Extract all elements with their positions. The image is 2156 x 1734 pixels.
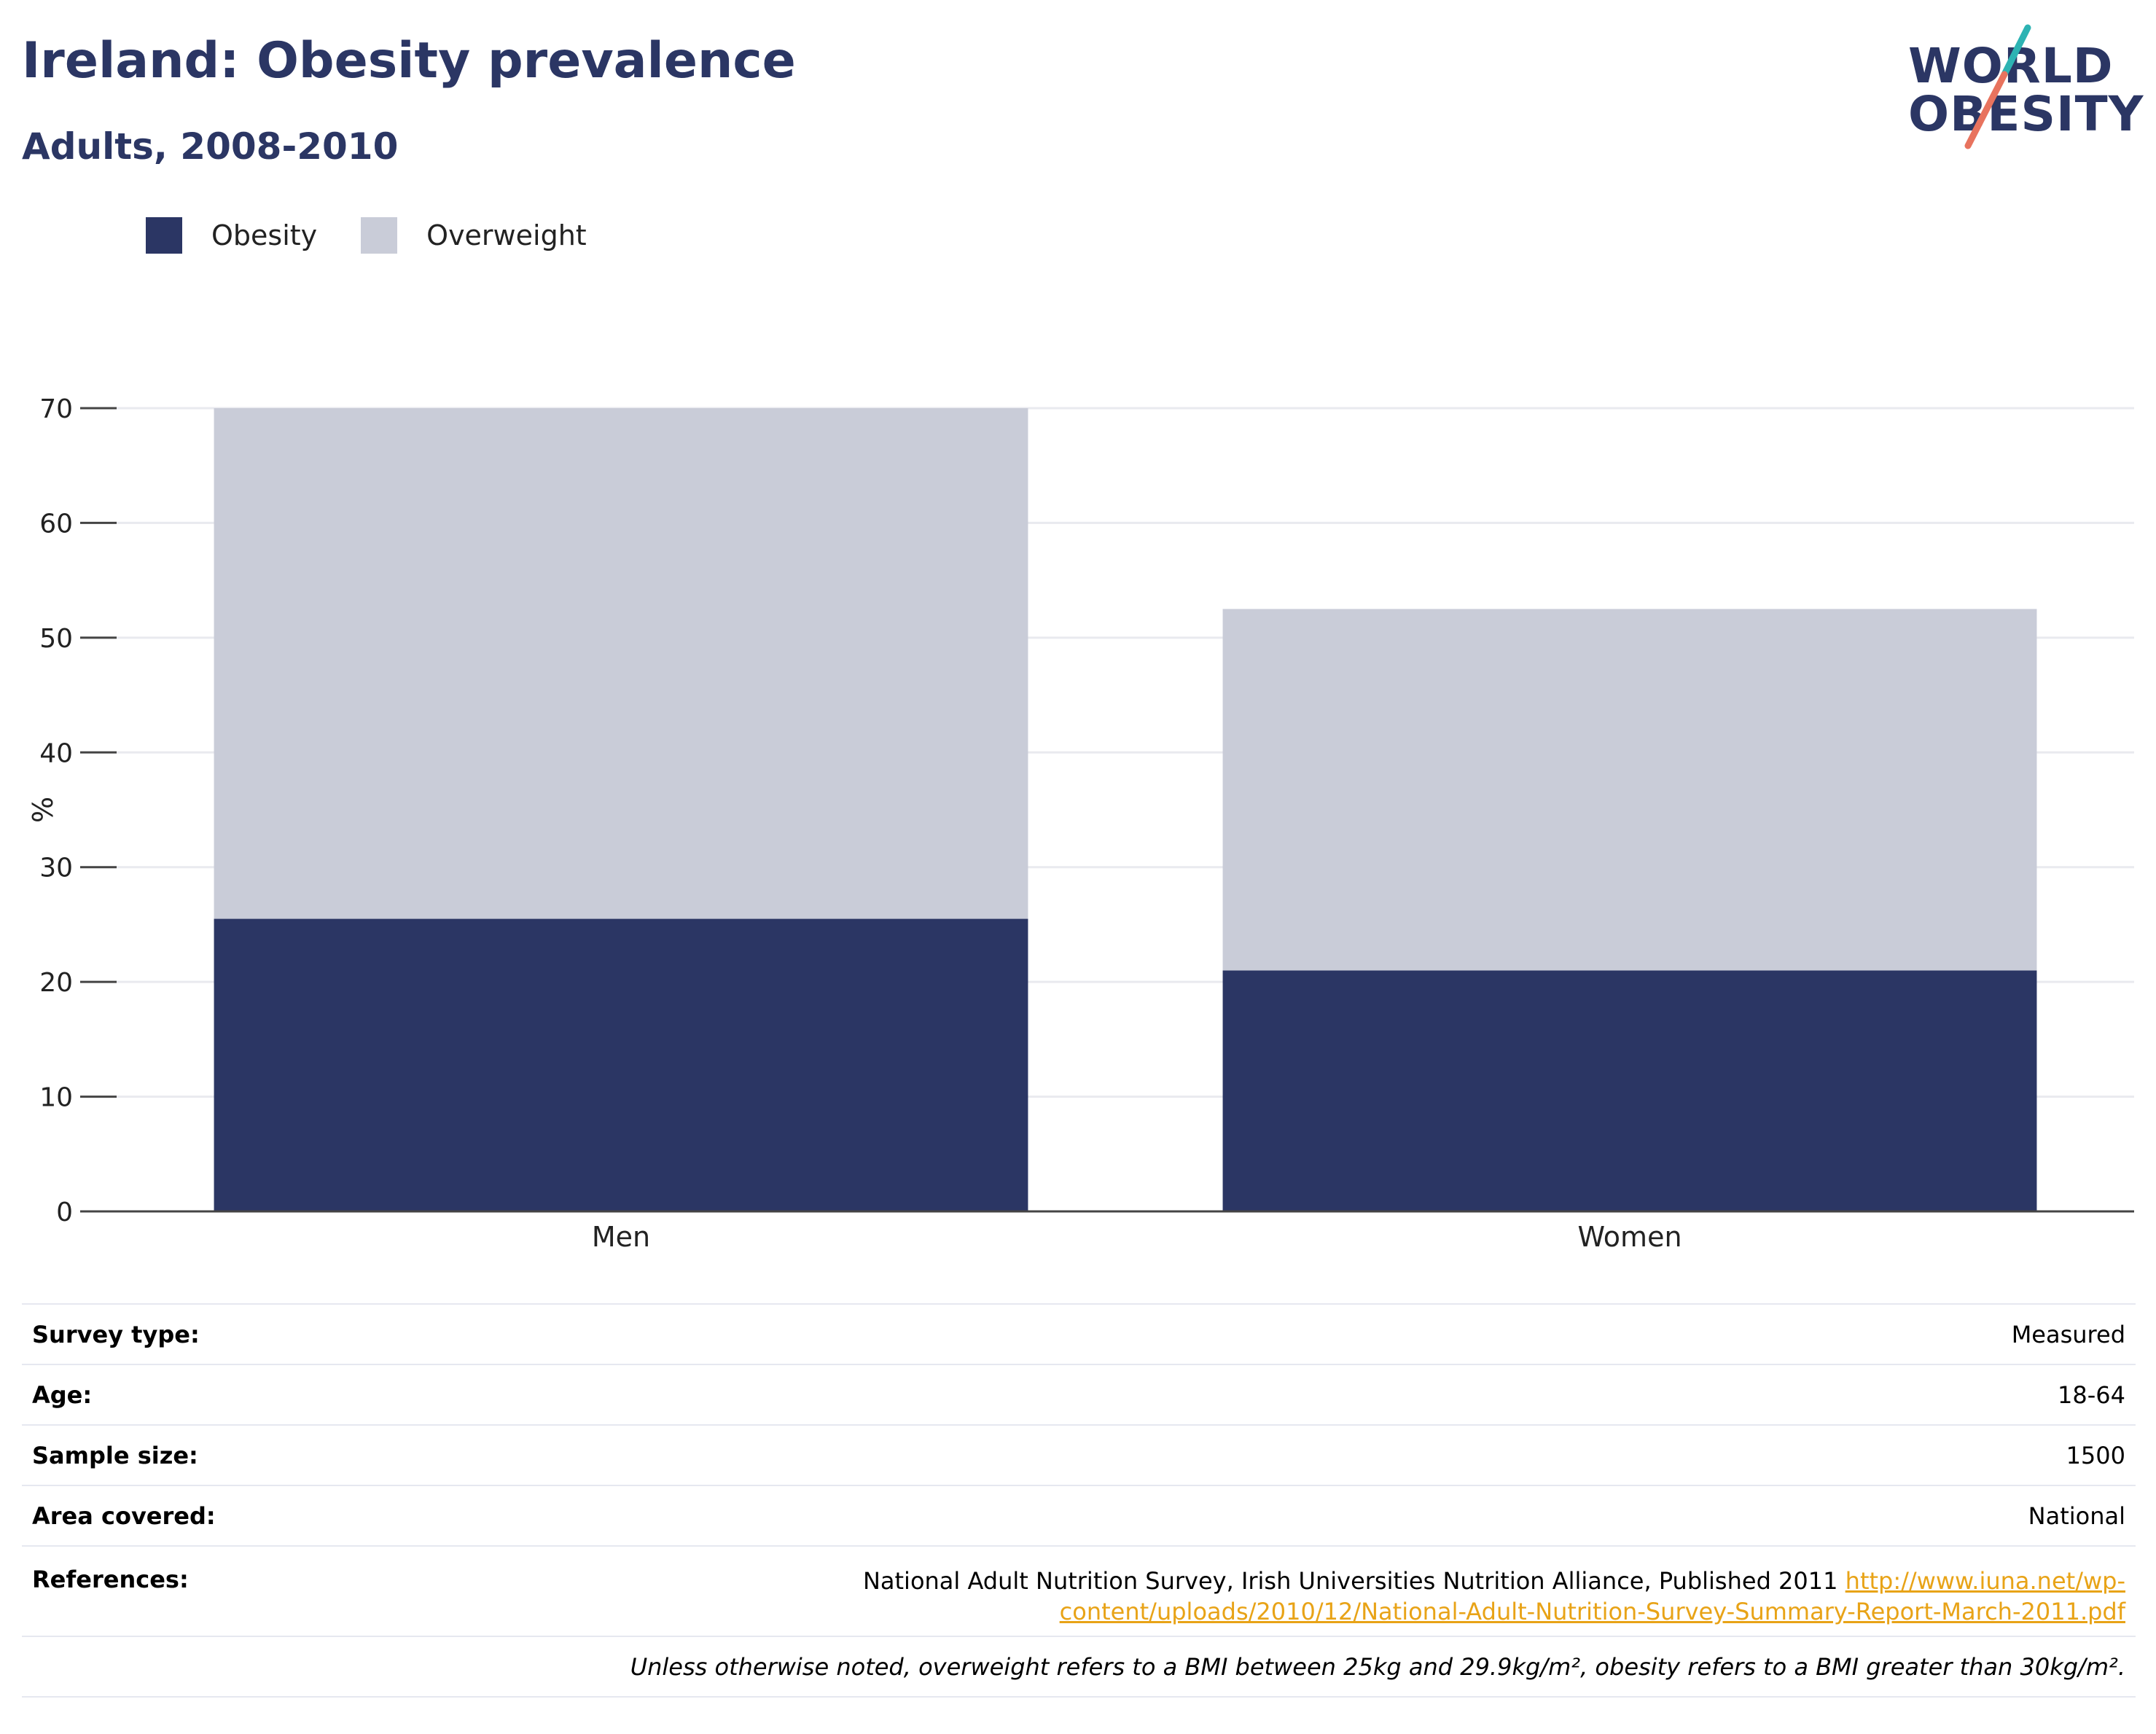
y-tick-label: 40 — [39, 738, 73, 768]
y-tick-label: 0 — [56, 1198, 73, 1227]
y-tick-label: 30 — [39, 854, 73, 883]
info-row-area: Area covered: National — [22, 1485, 2136, 1545]
survey-info-table: Survey type: Measured Age: 18-64 Sample … — [22, 1303, 2136, 1698]
logo-slash-icon — [1964, 24, 2031, 149]
bar-overweight-women — [1222, 609, 2037, 971]
bar-overweight-men — [214, 408, 1028, 919]
y-tick-label: 20 — [39, 968, 73, 998]
info-row-sample-size: Sample size: 1500 — [22, 1424, 2136, 1485]
bmi-definition-note: Unless otherwise noted, overweight refer… — [22, 1636, 2136, 1698]
references-link-part2[interactable]: content/uploads/2010/12/National-Adult-N… — [1059, 1598, 2125, 1625]
legend-label-overweight: Overweight — [426, 219, 587, 251]
y-tick-label: 50 — [39, 624, 73, 654]
info-row-age: Age: 18-64 — [22, 1364, 2136, 1424]
bar-obesity-men — [214, 918, 1028, 1211]
references-link-part1[interactable]: http://www.iuna.net/wp- — [1845, 1567, 2125, 1595]
age-label: Age: — [32, 1380, 93, 1409]
age-value: 18-64 — [2058, 1380, 2125, 1409]
chart-title: Ireland: Obesity prevalence — [22, 32, 796, 90]
info-row-references: References: National Adult Nutrition Sur… — [22, 1545, 2136, 1636]
world-obesity-logo: WORLD OBESITY — [1895, 22, 2143, 153]
legend-label-obesity: Obesity — [211, 219, 318, 251]
survey-type-value: Measured — [2011, 1320, 2125, 1348]
y-tick-label: 70 — [39, 394, 73, 424]
sample-size-value: 1500 — [2066, 1441, 2125, 1469]
references-value: National Adult Nutrition Survey, Irish U… — [863, 1566, 2125, 1627]
y-tick-label: 10 — [39, 1083, 73, 1113]
x-tick-label: Men — [592, 1221, 650, 1253]
legend-swatch-obesity — [146, 217, 182, 254]
legend-swatch-overweight — [361, 217, 398, 254]
references-label: References: — [32, 1566, 189, 1593]
survey-type-label: Survey type: — [32, 1320, 200, 1348]
stacked-bar-chart: 0 10 20 30 40 50 60 70% Men Women — [27, 394, 2134, 1253]
y-axis-label: % — [27, 797, 59, 823]
area-label: Area covered: — [32, 1501, 216, 1530]
bar-obesity-women — [1222, 970, 2037, 1211]
chart-legend: Obesity Overweight — [146, 217, 630, 254]
area-value: National — [2028, 1501, 2125, 1530]
chart-subtitle: Adults, 2008-2010 — [22, 125, 399, 168]
sample-size-label: Sample size: — [32, 1441, 198, 1469]
references-text: National Adult Nutrition Survey, Irish U… — [862, 1567, 1838, 1595]
logo-text-line2: OBESITY — [1908, 86, 2144, 142]
x-tick-label: Women — [1577, 1221, 1682, 1253]
y-tick-label: 60 — [39, 509, 73, 539]
info-row-survey-type: Survey type: Measured — [22, 1303, 2136, 1364]
